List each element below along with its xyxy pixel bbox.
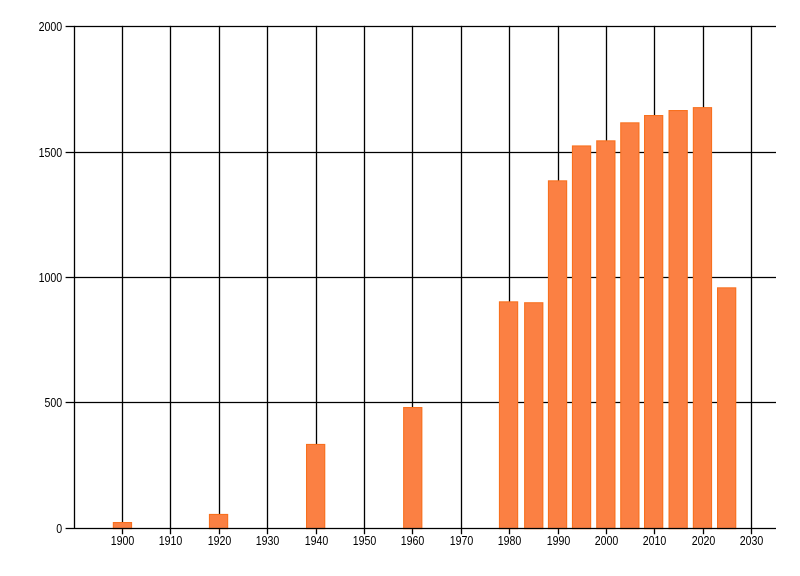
svg-text:1960: 1960 [401, 533, 425, 548]
svg-text:1950: 1950 [353, 533, 377, 548]
svg-text:1500: 1500 [39, 145, 63, 160]
svg-text:1930: 1930 [256, 533, 280, 548]
svg-text:0: 0 [56, 521, 62, 536]
svg-text:1990: 1990 [547, 533, 571, 548]
svg-text:1000: 1000 [39, 270, 63, 285]
svg-text:2000: 2000 [39, 19, 63, 34]
svg-text:1980: 1980 [498, 533, 522, 548]
svg-text:1900: 1900 [111, 533, 135, 548]
svg-text:2010: 2010 [643, 533, 667, 548]
svg-text:1940: 1940 [305, 533, 329, 548]
svg-text:2030: 2030 [740, 533, 764, 548]
svg-text:1910: 1910 [159, 533, 183, 548]
svg-text:2000: 2000 [595, 533, 619, 548]
svg-text:500: 500 [45, 395, 63, 410]
svg-text:1920: 1920 [208, 533, 232, 548]
svg-text:1970: 1970 [450, 533, 474, 548]
svg-text:2020: 2020 [692, 533, 716, 548]
